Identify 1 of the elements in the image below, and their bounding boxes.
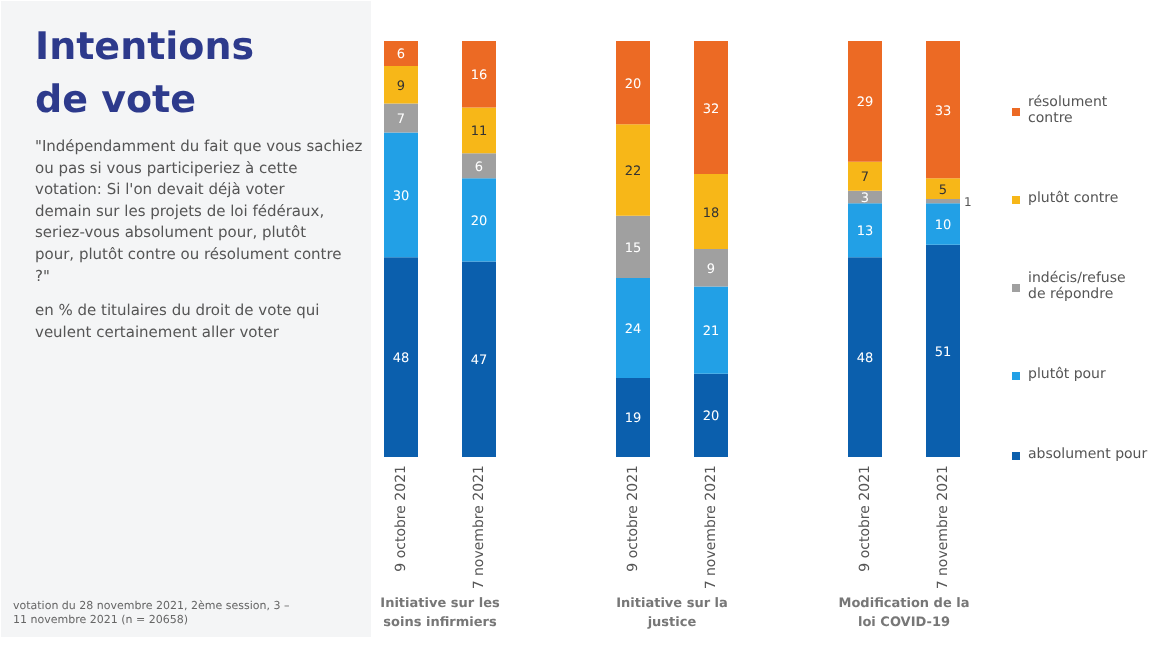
chart-title: Intentions de vote [35, 25, 255, 122]
